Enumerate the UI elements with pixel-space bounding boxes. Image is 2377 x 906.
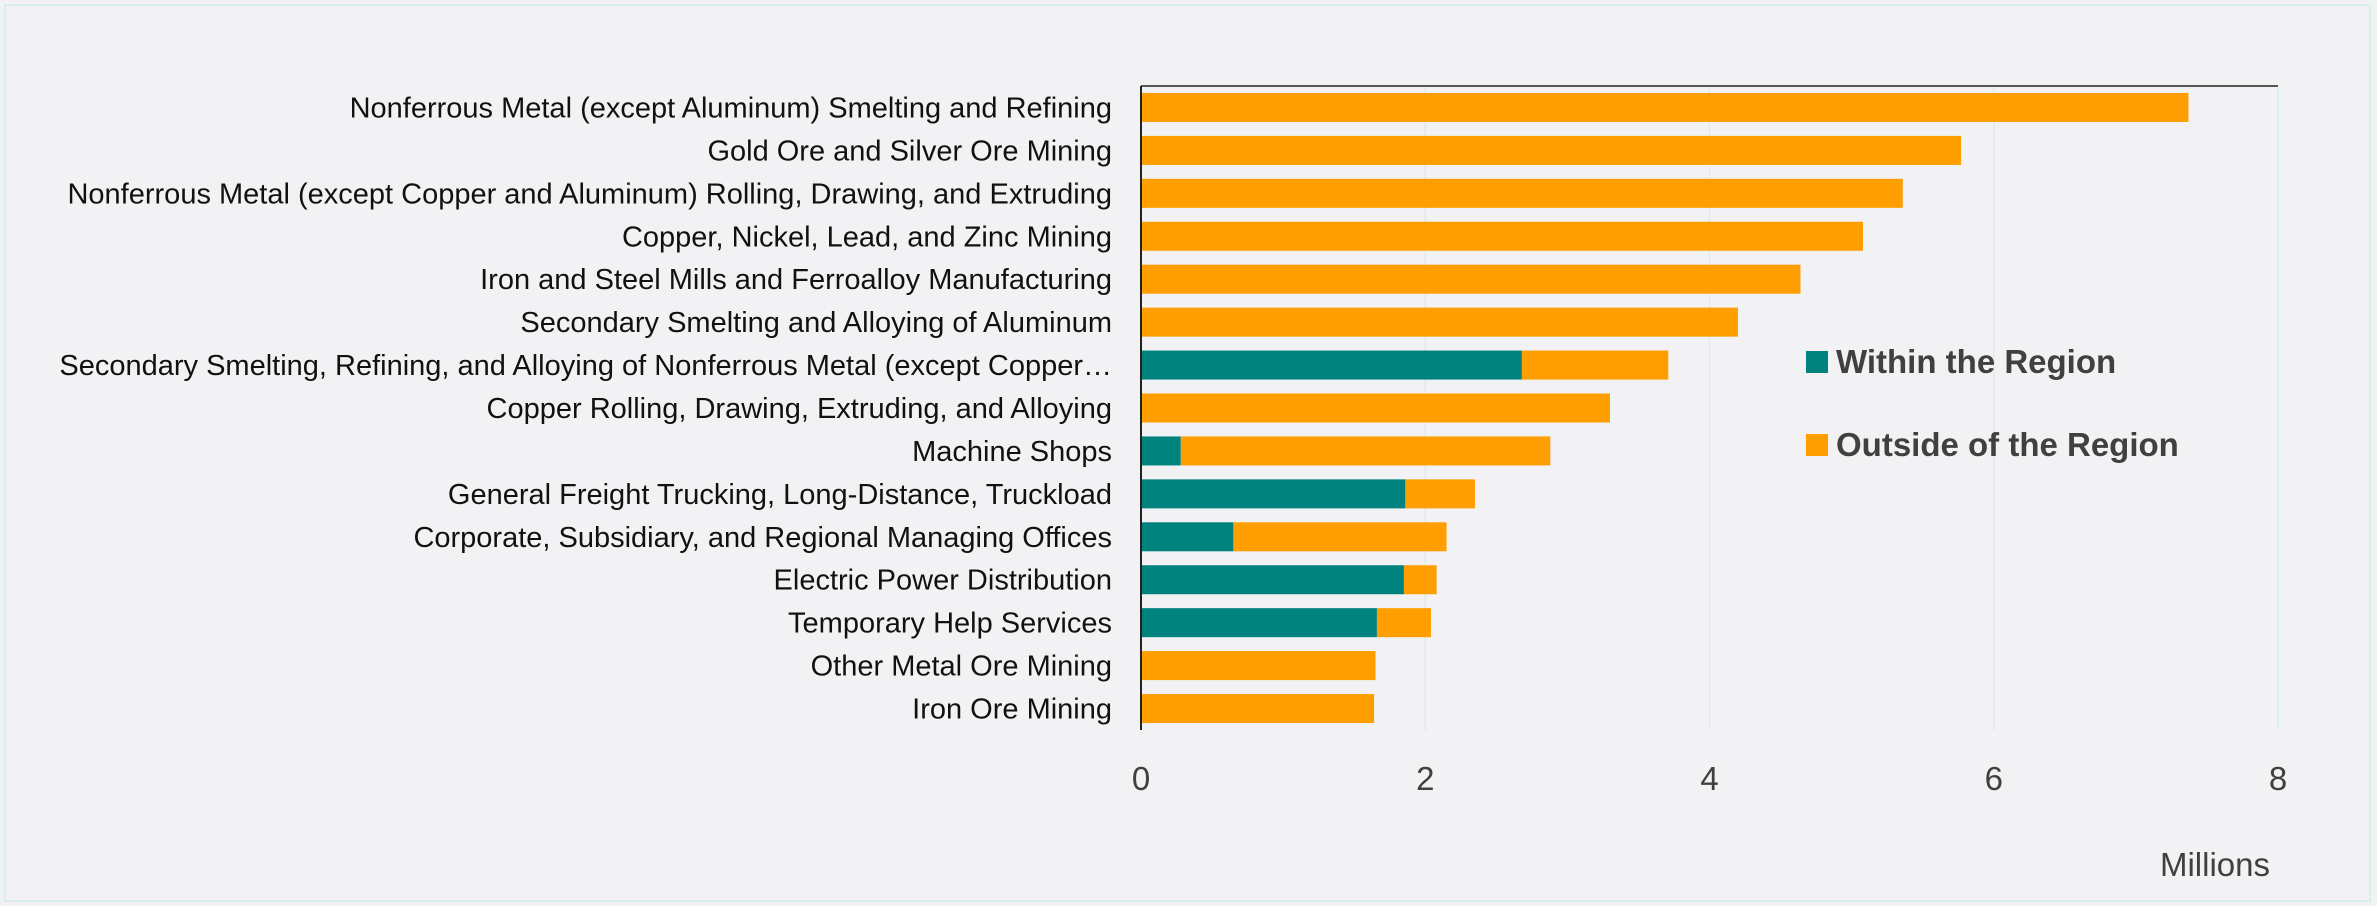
bar-outside-region [1376,608,1431,638]
category-label: General Freight Trucking, Long-Distance,… [448,479,1112,511]
category-labels: Nonferrous Metal (except Aluminum) Smelt… [59,92,1112,725]
bar-outside-region [1521,350,1669,380]
x-tick-labels: 0 2 4 6 8 [1132,760,2287,797]
bars [1141,92,2189,724]
category-label: Iron Ore Mining [912,694,1112,726]
bar-within-region [1141,565,1404,595]
x-tick-label: 6 [1985,760,2003,797]
legend-swatch [1806,351,1828,373]
category-label: Copper Rolling, Drawing, Extruding, and … [487,393,1112,425]
bar-outside-region [1141,651,1376,681]
category-label: Secondary Smelting, Refining, and Alloyi… [59,350,1112,382]
category-label: Nonferrous Metal (except Copper and Alum… [67,178,1112,210]
category-label: Corporate, Subsidiary, and Regional Mana… [413,522,1112,554]
bar-outside-region [1141,221,1863,251]
x-tick-label: 2 [1416,760,1434,797]
bar-outside-region [1141,135,1962,165]
bar-outside-region [1180,436,1551,466]
bar-outside-region [1405,479,1475,509]
category-label: Nonferrous Metal (except Aluminum) Smelt… [350,92,1112,124]
category-label: Electric Power Distribution [774,565,1112,597]
x-unit-label: Millions [2160,846,2270,883]
category-label: Machine Shops [912,436,1112,468]
legend-label: Within the Region [1836,343,2116,380]
legend: Within the Region Outside of the Region [1806,343,2179,463]
legend-swatch [1806,434,1828,456]
category-label: Iron and Steel Mills and Ferroalloy Manu… [480,264,1112,296]
bar-outside-region [1141,178,1903,208]
bar-outside-region [1141,694,1375,724]
x-tick-label: 4 [1700,760,1718,797]
bar-within-region [1141,350,1522,380]
bar-within-region [1141,608,1377,638]
x-tick-label: 8 [2269,760,2287,797]
category-label: Other Metal Ore Mining [811,651,1112,683]
category-label: Temporary Help Services [788,608,1112,640]
axes [1140,85,2278,730]
bar-outside-region [1233,522,1447,552]
bar-outside-region [1141,92,2189,122]
bar-within-region [1141,436,1181,466]
bar-outside-region [1141,264,1801,294]
bar-outside-region [1141,393,1611,423]
bar-outside-region [1141,307,1738,337]
category-label: Secondary Smelting and Alloying of Alumi… [520,307,1112,339]
category-label: Gold Ore and Silver Ore Mining [707,135,1112,167]
legend-label: Outside of the Region [1836,426,2179,463]
x-tick-label: 0 [1132,760,1150,797]
category-label: Copper, Nickel, Lead, and Zinc Mining [622,221,1112,253]
bar-within-region [1141,479,1406,509]
bar-within-region [1141,522,1234,552]
bar-outside-region [1403,565,1437,595]
